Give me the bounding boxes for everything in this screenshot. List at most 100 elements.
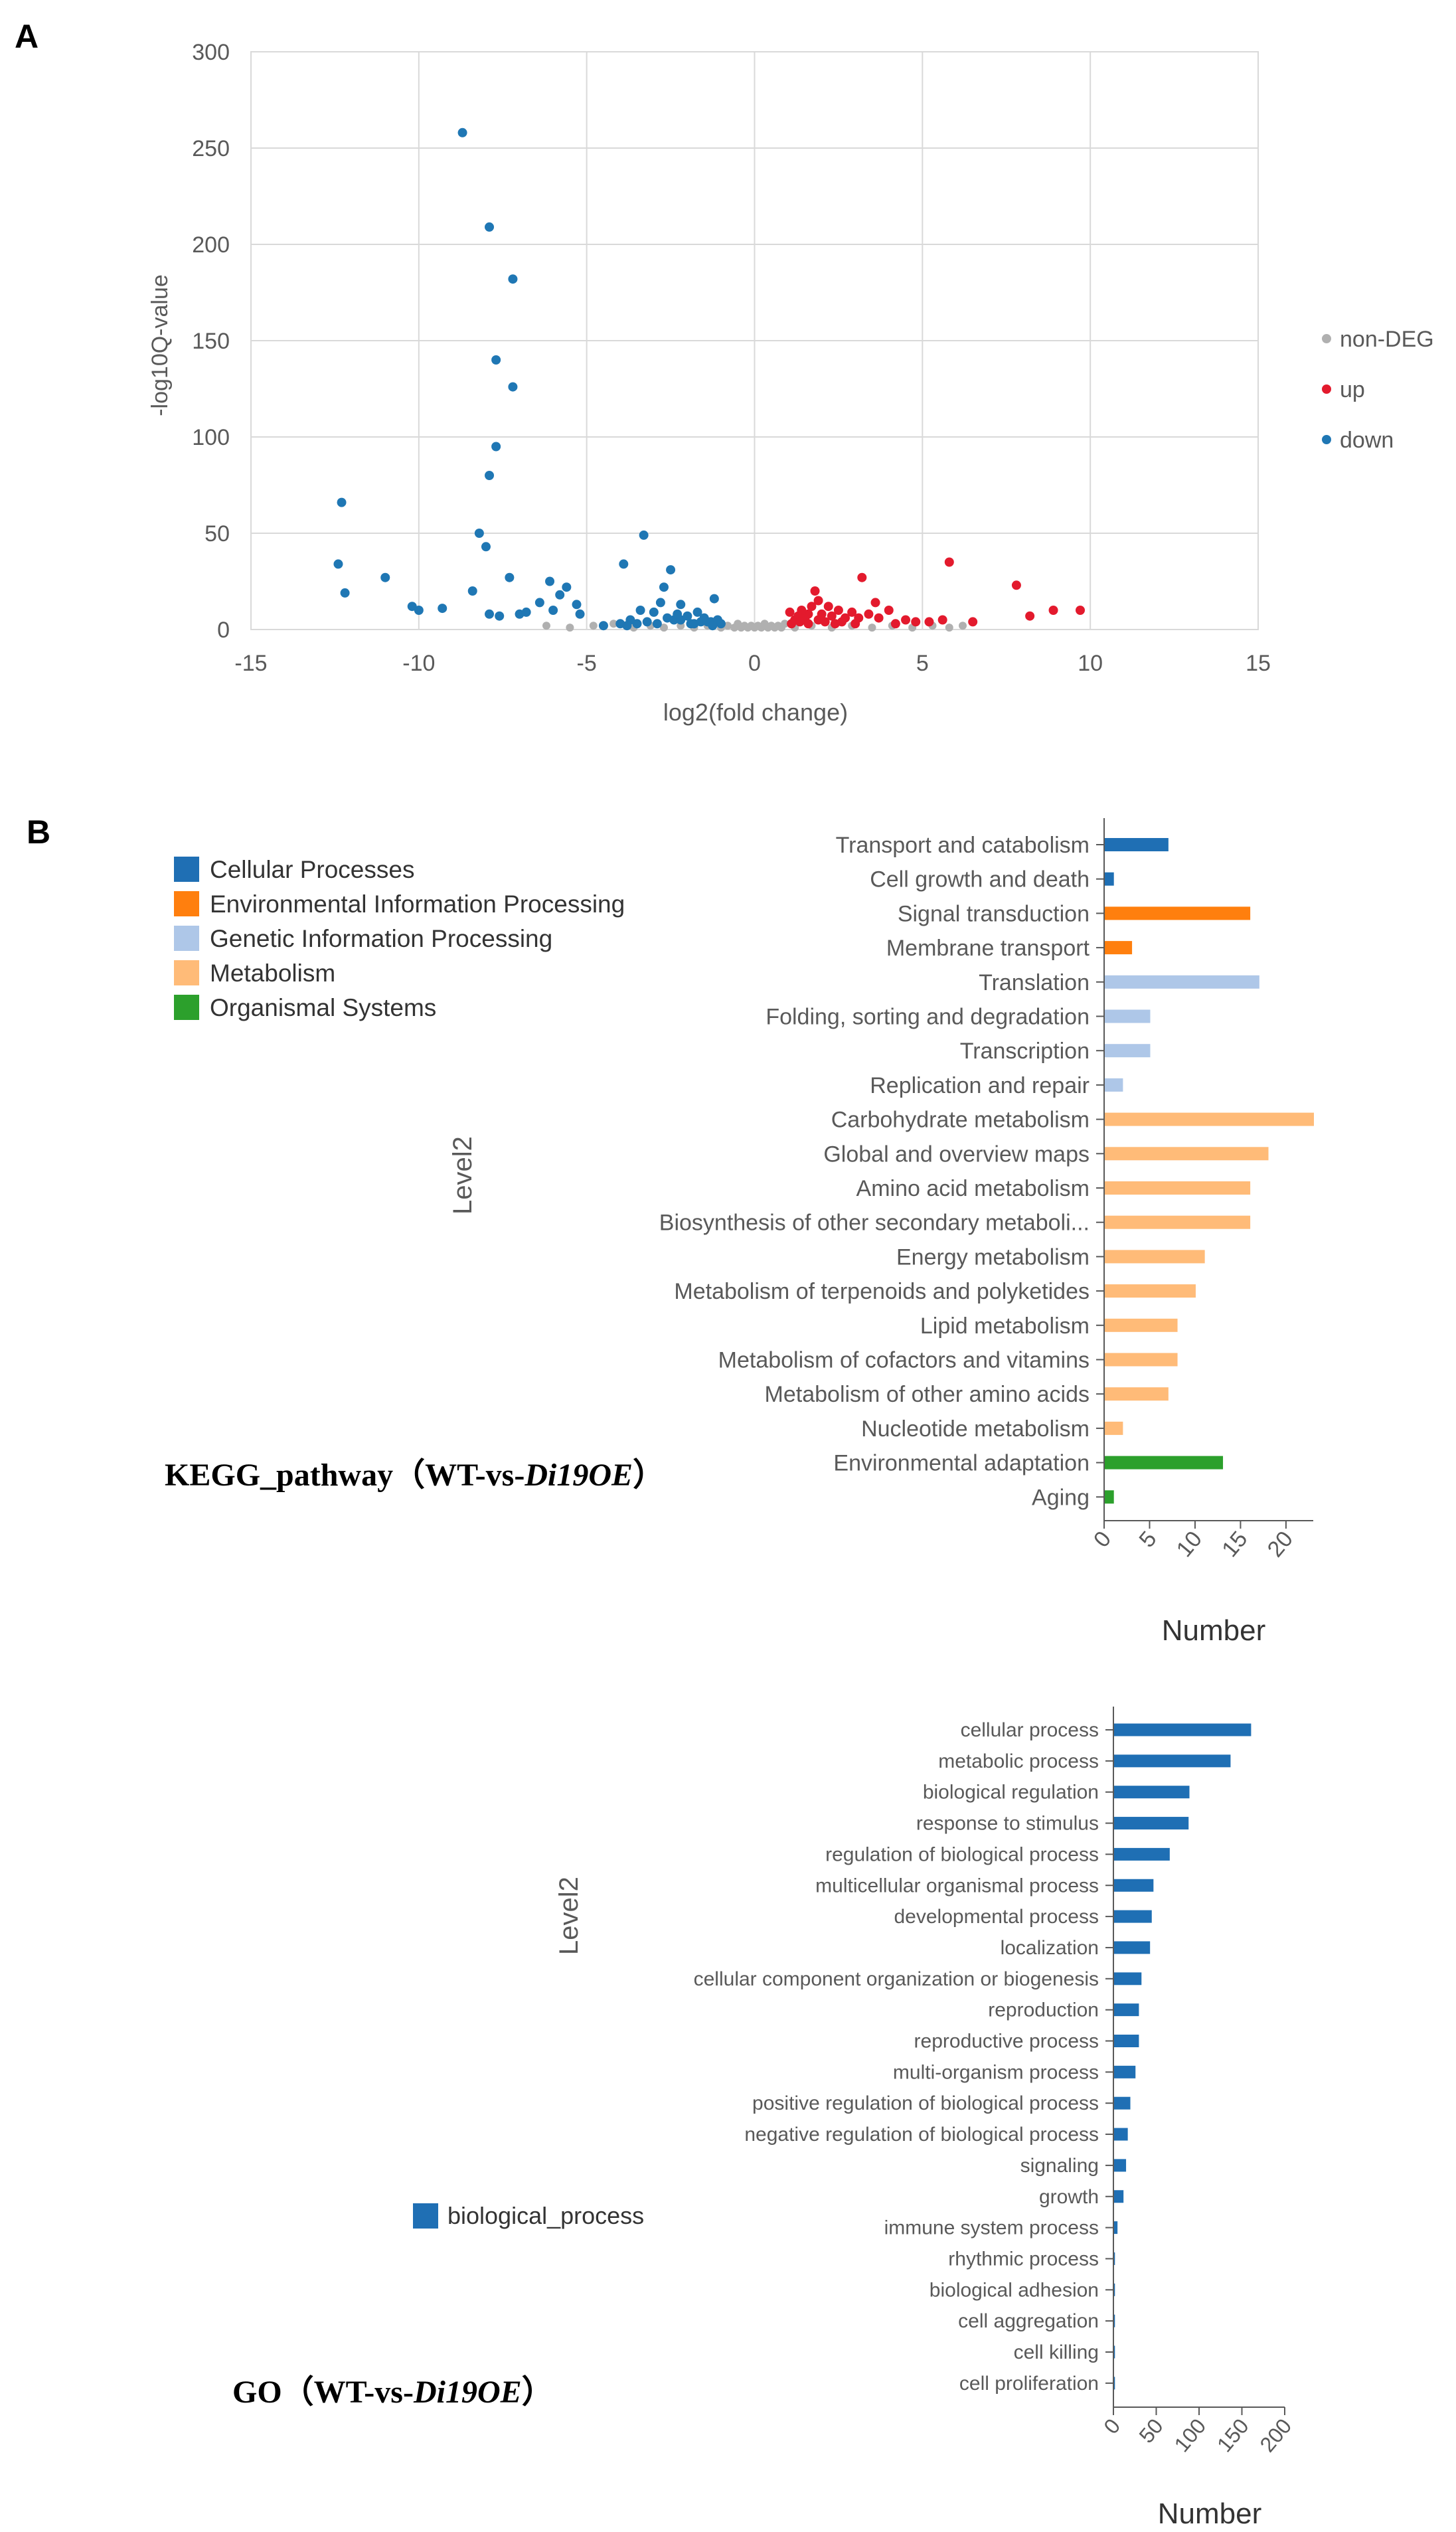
go-bar (1114, 1879, 1154, 1892)
volcano-point-down (659, 582, 669, 592)
kegg-bar (1105, 1009, 1151, 1023)
go-bar (1114, 2190, 1124, 2203)
volcano-point-down (337, 497, 347, 507)
go-xlabel: Number (1158, 2497, 1262, 2530)
volcano-point-up (850, 619, 860, 629)
kegg-category-label: Aging (1032, 1485, 1090, 1510)
volcano-point-down (414, 606, 424, 615)
volcano-point-down (521, 607, 531, 617)
go-category-label: cellular component organization or bioge… (694, 1968, 1099, 1990)
volcano-point-down (485, 471, 495, 480)
go-category-label: biological adhesion (930, 2279, 1099, 2301)
volcano-point-up (870, 598, 880, 608)
volcano-ytick-label: 0 (217, 618, 230, 643)
volcano-ytick-label: 50 (204, 521, 230, 547)
volcano-point-down (642, 617, 652, 627)
volcano-xtick-label: 15 (1246, 651, 1271, 676)
volcano-point-down (676, 600, 686, 610)
kegg-bar (1105, 1490, 1114, 1504)
go-bar-chart: Level2 biological_process cellular proce… (232, 1707, 1296, 2530)
go-bar (1114, 2035, 1139, 2047)
volcano-point-non-deg (959, 622, 967, 630)
kegg-legend-label: Organismal Systems (210, 994, 436, 1021)
kegg-category-label: Translation (979, 970, 1090, 995)
kegg-bar (1105, 1318, 1178, 1332)
volcano-point-down (575, 609, 585, 619)
kegg-category-label: Carbohydrate metabolism (831, 1108, 1090, 1133)
volcano-point-down (485, 609, 495, 619)
go-category-label: multi-organism process (893, 2061, 1099, 2083)
kegg-legend-swatch (174, 891, 199, 916)
go-bar (1114, 1786, 1190, 1799)
kegg-legend-label: Environmental Information Processing (210, 890, 625, 918)
volcano-point-down (407, 602, 417, 612)
volcano-legend-label: down (1340, 428, 1394, 453)
volcano-series-up (785, 557, 1085, 629)
kegg-category-label: Cell growth and death (870, 867, 1090, 892)
volcano-point-up (874, 613, 884, 623)
panel-label-a: A (15, 18, 39, 55)
kegg-category-label: Transcription (960, 1039, 1090, 1064)
volcano-point-up (864, 609, 874, 619)
kegg-category-label: Signal transduction (898, 901, 1090, 926)
go-x-tick-label: 100 (1169, 2414, 1210, 2456)
go-bar (1114, 2252, 1115, 2265)
volcano-legend: non-DEG up down (1322, 327, 1434, 453)
go-bar (1114, 1972, 1142, 1985)
volcano-point-non-deg (609, 620, 618, 628)
volcano-point-down (491, 355, 501, 365)
volcano-point-down (340, 588, 350, 598)
volcano-point-up (833, 606, 843, 615)
volcano-legend-marker (1322, 435, 1331, 444)
go-bars (1114, 1723, 1252, 2390)
kegg-bar (1105, 906, 1251, 920)
go-bar (1114, 1910, 1152, 1923)
volcano-point-down (481, 542, 491, 552)
volcano-point-non-deg (945, 624, 953, 632)
kegg-category-label: Folding, sorting and degradation (766, 1005, 1090, 1030)
kegg-x-tick-label: 5 (1134, 1527, 1161, 1553)
kegg-category-label: Metabolism of terpenoids and polyketides (674, 1279, 1090, 1304)
volcano-point-up (968, 617, 978, 627)
kegg-bar (1105, 872, 1114, 886)
kegg-bar (1105, 1456, 1224, 1470)
volcano-point-down (457, 127, 467, 137)
volcano-point-up (785, 607, 795, 617)
kegg-category-label: Nucleotide metabolism (861, 1416, 1090, 1442)
volcano-point-down (708, 621, 718, 631)
kegg-legend-swatch (174, 960, 199, 985)
volcano-point-non-deg (542, 622, 550, 630)
go-category-label: cell killing (1014, 2341, 1099, 2363)
volcano-point-up (911, 617, 921, 627)
go-bar (1114, 2283, 1115, 2296)
kegg-category-label: Replication and repair (870, 1073, 1090, 1098)
kegg-category-label: Lipid metabolism (920, 1313, 1090, 1339)
go-category-label: biological regulation (923, 1782, 1099, 1804)
volcano-ytick-label: 100 (192, 425, 230, 450)
volcano-point-down (485, 222, 495, 232)
kegg-bar (1105, 1044, 1151, 1058)
volcano-point-down (673, 609, 683, 619)
volcano-legend-label: up (1340, 377, 1365, 402)
kegg-legend-swatch (174, 926, 199, 951)
volcano-ylabel: -log10Q-value (147, 274, 173, 416)
kegg-x-tick-label: 10 (1172, 1527, 1207, 1562)
go-x-tick-label: 200 (1255, 2414, 1296, 2456)
volcano-point-down (508, 274, 518, 284)
go-category-labels: cellular process metabolic process biologi… (694, 1719, 1099, 2395)
kegg-legend: Cellular Processes Environmental Informat… (174, 856, 625, 1021)
volcano-point-down (683, 611, 692, 621)
volcano-point-down (666, 565, 676, 575)
volcano-point-down (555, 590, 565, 600)
volcano-point-non-deg (868, 624, 876, 632)
kegg-bar (1105, 838, 1169, 851)
go-category-label: regulation of biological process (825, 1843, 1099, 1865)
volcano-point-non-deg (659, 624, 668, 632)
go-bar (1114, 2345, 1115, 2359)
go-legend-swatch (413, 2203, 438, 2229)
volcano-point-down (333, 559, 343, 569)
kegg-x-tick-label: 20 (1263, 1527, 1298, 1562)
volcano-point-up (944, 557, 954, 567)
go-category-label: reproductive process (914, 2031, 1099, 2053)
